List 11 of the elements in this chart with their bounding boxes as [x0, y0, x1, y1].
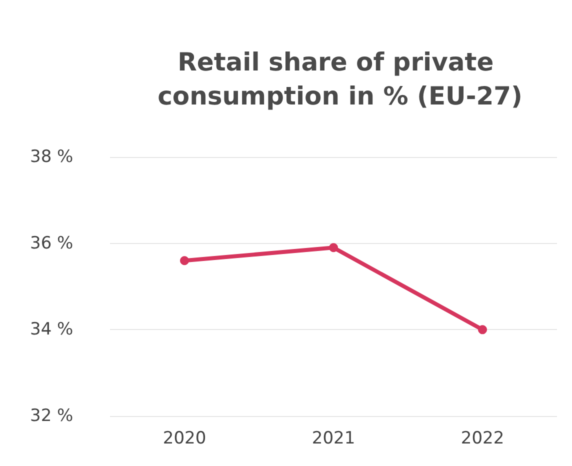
x-tick-label: 2022 — [460, 428, 504, 448]
x-tick-label: 2020 — [162, 428, 206, 448]
x-tick-label: 2021 — [312, 428, 356, 448]
y-tick-label: 32 % — [30, 406, 74, 426]
y-tick-label: 38 % — [30, 147, 74, 167]
point — [478, 325, 487, 334]
y-tick-label: 36 % — [30, 233, 74, 254]
point — [329, 243, 338, 252]
y-tick-label: 34 % — [30, 320, 74, 340]
point — [180, 256, 189, 266]
chart-title: Retail share of private consumption in % (EU-27) — [158, 48, 522, 110]
